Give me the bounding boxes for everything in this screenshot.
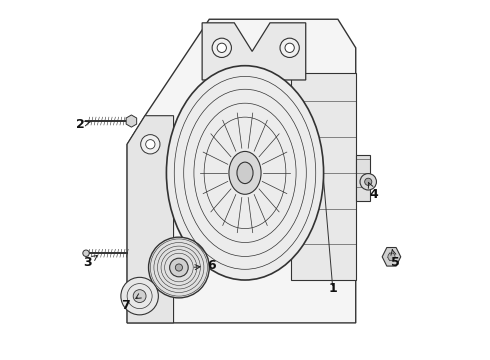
Circle shape: [133, 290, 146, 302]
Ellipse shape: [229, 152, 261, 194]
Text: 7: 7: [121, 294, 141, 311]
Polygon shape: [292, 73, 356, 280]
Polygon shape: [127, 19, 356, 323]
Text: 6: 6: [194, 259, 216, 272]
Circle shape: [146, 140, 155, 149]
Circle shape: [170, 258, 188, 277]
Circle shape: [83, 250, 89, 256]
Bar: [356, 155, 370, 202]
Ellipse shape: [121, 277, 158, 315]
Text: 1: 1: [328, 283, 337, 296]
Polygon shape: [382, 248, 401, 266]
Circle shape: [360, 174, 376, 190]
Circle shape: [212, 38, 231, 58]
Circle shape: [285, 43, 294, 53]
Circle shape: [217, 43, 226, 53]
Polygon shape: [126, 115, 137, 127]
Ellipse shape: [148, 237, 209, 298]
Polygon shape: [127, 116, 173, 323]
Circle shape: [365, 178, 372, 185]
Text: 4: 4: [368, 183, 378, 201]
Circle shape: [175, 264, 182, 271]
Circle shape: [280, 38, 299, 58]
Ellipse shape: [388, 253, 395, 261]
Text: 5: 5: [391, 250, 399, 269]
Text: 2: 2: [76, 118, 91, 131]
Polygon shape: [202, 23, 306, 80]
Ellipse shape: [167, 66, 323, 280]
Text: 3: 3: [83, 256, 97, 269]
Ellipse shape: [237, 162, 253, 184]
Circle shape: [141, 135, 160, 154]
